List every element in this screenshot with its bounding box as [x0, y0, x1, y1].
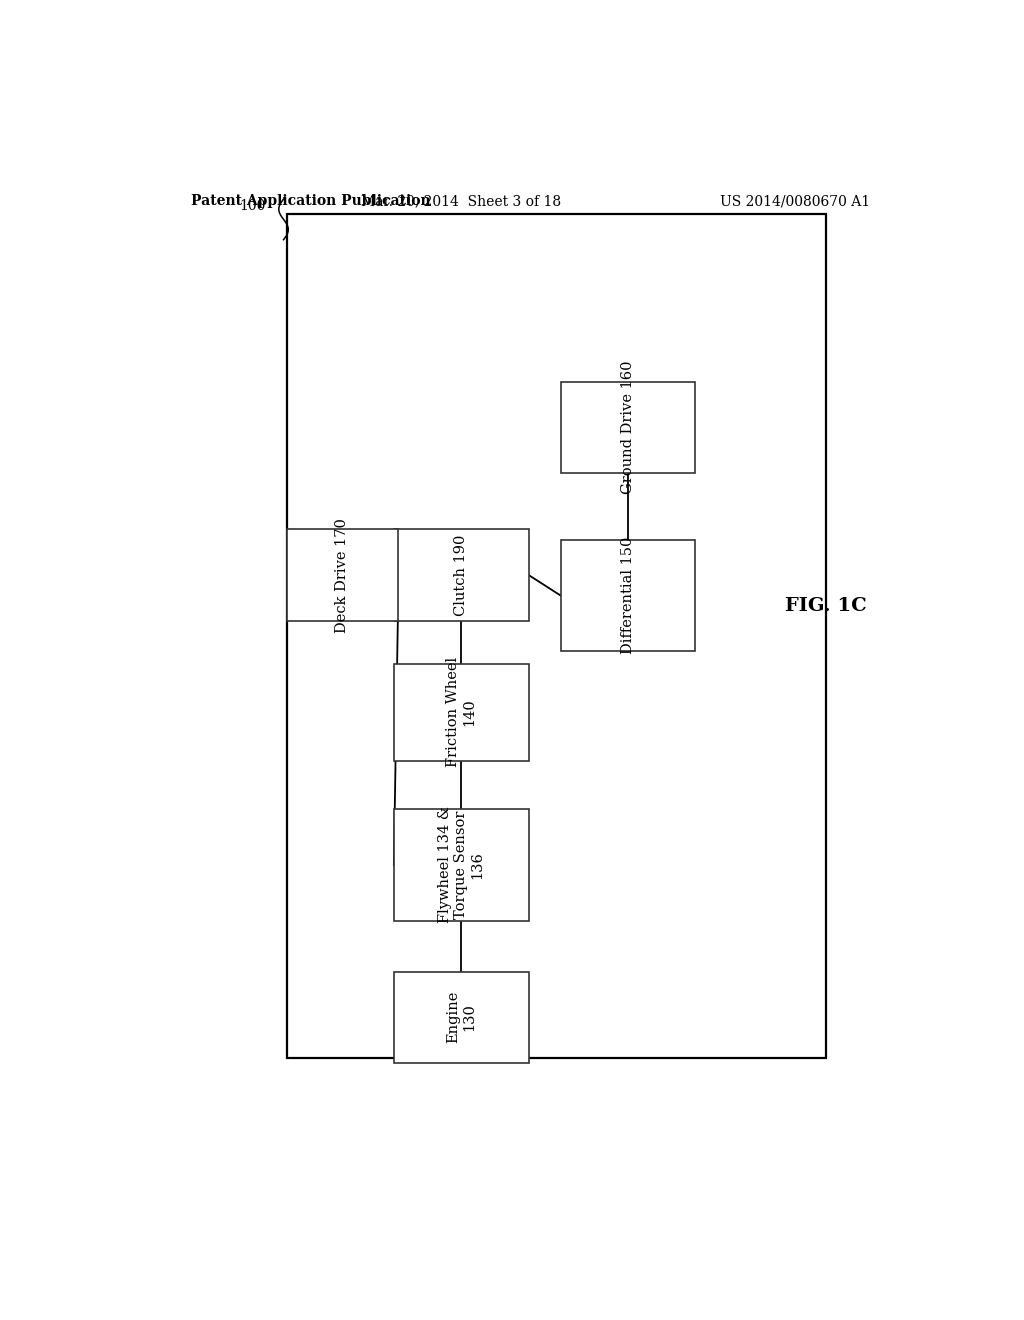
Bar	[287, 529, 398, 620]
Bar	[394, 529, 528, 620]
Text: US 2014/0080670 A1: US 2014/0080670 A1	[720, 194, 869, 209]
Bar	[560, 540, 695, 651]
Bar	[287, 214, 826, 1057]
Text: Patent Application Publication: Patent Application Publication	[191, 194, 431, 209]
Bar	[560, 381, 695, 474]
Text: Clutch 190: Clutch 190	[455, 535, 468, 616]
Text: 100: 100	[239, 199, 265, 213]
Text: FIG. 1C: FIG. 1C	[785, 597, 867, 615]
Text: Engine
130: Engine 130	[446, 991, 476, 1043]
Bar	[394, 809, 528, 921]
Text: Friction Wheel
140: Friction Wheel 140	[446, 657, 476, 767]
Text: Differential 150: Differential 150	[621, 537, 635, 655]
Text: Deck Drive 170: Deck Drive 170	[335, 517, 349, 632]
Text: Flywheel 134 &
Torque Sensor
136: Flywheel 134 & Torque Sensor 136	[438, 807, 484, 923]
Text: Ground Drive 160: Ground Drive 160	[621, 360, 635, 495]
Text: Mar. 20, 2014  Sheet 3 of 18: Mar. 20, 2014 Sheet 3 of 18	[361, 194, 561, 209]
Bar	[394, 664, 528, 760]
Bar	[394, 972, 528, 1063]
